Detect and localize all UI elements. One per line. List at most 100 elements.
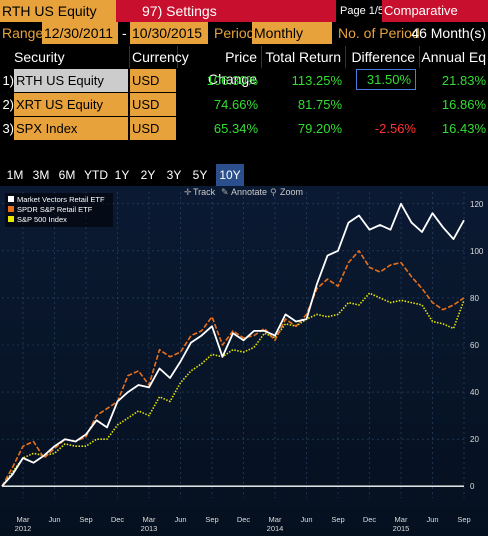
- col-currency[interactable]: Currency: [130, 46, 189, 68]
- table-header: Security Currency Price Change Total Ret…: [0, 46, 488, 87]
- col-annual-eq[interactable]: Annual Eq: [421, 49, 486, 65]
- period-10y[interactable]: 10Y: [216, 164, 244, 186]
- y-tick-label: 40: [470, 388, 479, 397]
- col-difference[interactable]: Difference: [346, 46, 420, 68]
- price-change-cell: 65.34%: [213, 121, 258, 136]
- total-return-cell: 79.20%: [297, 121, 342, 136]
- x-year-label: 2014: [267, 524, 284, 533]
- y-axis: 0 20 40 60 80 100 120: [470, 200, 484, 491]
- x-tick-label: Sep: [205, 515, 218, 524]
- price-change-cell: 74.66%: [213, 97, 258, 112]
- y-tick-label: 60: [470, 341, 479, 350]
- x-year-label: 2012: [15, 524, 32, 533]
- series-line: [1, 292, 465, 487]
- x-tick-label: Mar: [143, 515, 156, 524]
- comparative-returns-chart[interactable]: 0 20 40 60 80 100 120 Mar Jun Sep Dec Mar Jun Sep Dec…: [0, 186, 488, 536]
- row-index: 2): [2, 97, 14, 112]
- security-cell[interactable]: RTH US Equity: [14, 69, 128, 92]
- range-label: Range: [2, 25, 44, 41]
- total-return-cell: 81.75%: [297, 97, 342, 112]
- col-price-change[interactable]: Price Change: [178, 46, 262, 87]
- x-tick-label: Mar: [395, 515, 408, 524]
- legend-swatch: [8, 216, 14, 222]
- title-bar: RTH US Equity 97) Settings Page 1/5 Comp…: [0, 0, 488, 40]
- row-index: 1): [2, 73, 14, 88]
- num-periods-label: No. of Period: [338, 25, 420, 41]
- num-periods-value: 46 Month(s): [411, 25, 486, 41]
- security-ticker-field[interactable]: RTH US Equity: [0, 0, 116, 22]
- series-line: [1, 202, 465, 487]
- range-bar: Range 12/30/2011 - 10/30/2015 Period Mon…: [0, 22, 488, 44]
- legend-label: S&P 500 Index: [17, 215, 67, 224]
- y-tick-label: 80: [470, 294, 479, 303]
- x-tick-label: Jun: [174, 515, 186, 524]
- x-year-label: 2015: [393, 524, 410, 533]
- row-index: 3): [2, 121, 14, 136]
- period-5y[interactable]: 5Y: [192, 168, 208, 182]
- period-label: Period: [214, 25, 255, 41]
- difference-cell[interactable]: 31.50%: [356, 69, 416, 90]
- x-tick-label: Dec: [237, 515, 251, 524]
- range-start-field[interactable]: 12/30/2011: [42, 22, 118, 44]
- track-icon: ✛: [184, 188, 192, 198]
- price-change-cell: 106.30%: [206, 73, 258, 88]
- x-axis: Mar Jun Sep Dec Mar Jun Sep Dec Mar Jun Sep Dec Mar J…: [15, 515, 471, 533]
- settings-button[interactable]: 97) Settings: [116, 0, 336, 22]
- period-1y[interactable]: 1Y: [114, 168, 130, 182]
- period-selector: 1M 3M 6M YTD 1Y 2Y 3Y 5Y 10Y: [0, 164, 488, 186]
- page-indicator: Page 1/5: [340, 5, 385, 17]
- x-tick-label: Dec: [363, 515, 377, 524]
- x-tick-label: Jun: [300, 515, 312, 524]
- x-tick-label: Sep: [331, 515, 344, 524]
- annual-eq-cell: 21.83%: [441, 73, 486, 88]
- y-tick-label: 100: [470, 247, 484, 256]
- period-6m[interactable]: 6M: [58, 168, 76, 182]
- legend-label: Market Vectors Retail ETF: [17, 195, 105, 204]
- zoom-icon: ⚲: [270, 188, 277, 198]
- table-row[interactable]: 1) RTH US Equity USD 106.30% 113.25% 31.…: [0, 69, 488, 92]
- x-tick-label: Jun: [48, 515, 60, 524]
- chart-legend: Market Vectors Retail ETF SPDR S&P Retai…: [5, 193, 113, 227]
- x-tick-label: Mar: [17, 515, 30, 524]
- annotate-icon: ✎: [221, 188, 229, 198]
- chart-toolbar: ✛ Track ✎ Annotate ⚲ Zoom: [184, 187, 303, 198]
- legend-box: [5, 193, 113, 227]
- col-security[interactable]: Security: [0, 46, 130, 68]
- table-row[interactable]: 2) XRT US Equity USD 74.66% 81.75% 16.86…: [0, 93, 488, 116]
- security-cell[interactable]: SPX Index: [14, 117, 128, 140]
- x-tick-label: Dec: [111, 515, 125, 524]
- x-tick-label: Sep: [79, 515, 92, 524]
- currency-cell[interactable]: USD: [130, 93, 176, 116]
- difference-cell: [346, 93, 420, 116]
- track-button[interactable]: Track: [193, 187, 216, 197]
- y-tick-label: 0: [470, 482, 475, 491]
- col-total-return[interactable]: Total Return: [262, 46, 346, 68]
- range-end-field[interactable]: 10/30/2015: [130, 22, 208, 44]
- period-3m[interactable]: 3M: [32, 168, 50, 182]
- x-tick-label: Sep: [457, 515, 470, 524]
- annotate-button[interactable]: Annotate: [231, 187, 267, 197]
- table-row[interactable]: 3) SPX Index USD 65.34% 79.20% -2.56% 16…: [0, 117, 488, 140]
- y-tick-label: 20: [470, 435, 479, 444]
- legend-swatch: [8, 196, 14, 202]
- view-title: Comparative Returns: [382, 0, 488, 40]
- range-separator: -: [122, 25, 127, 41]
- currency-cell[interactable]: USD: [130, 69, 176, 92]
- period-3y[interactable]: 3Y: [166, 168, 182, 182]
- series-lines: [1, 202, 465, 487]
- period-2y[interactable]: 2Y: [140, 168, 156, 182]
- annual-eq-cell: 16.86%: [441, 97, 486, 112]
- difference-cell: -2.56%: [374, 121, 416, 136]
- x-year-label: 2013: [141, 524, 158, 533]
- currency-cell[interactable]: USD: [130, 117, 176, 140]
- legend-label: SPDR S&P Retail ETF: [17, 205, 93, 214]
- period-ytd[interactable]: YTD: [84, 168, 108, 182]
- x-tick-label: Mar: [269, 515, 282, 524]
- y-tick-label: 120: [470, 200, 484, 209]
- x-tick-label: Jun: [426, 515, 438, 524]
- period-select[interactable]: Monthly: [252, 22, 332, 44]
- period-1m[interactable]: 1M: [6, 168, 24, 182]
- security-cell[interactable]: XRT US Equity: [14, 93, 128, 116]
- zoom-button[interactable]: Zoom: [280, 187, 303, 197]
- chart-background: [0, 186, 488, 536]
